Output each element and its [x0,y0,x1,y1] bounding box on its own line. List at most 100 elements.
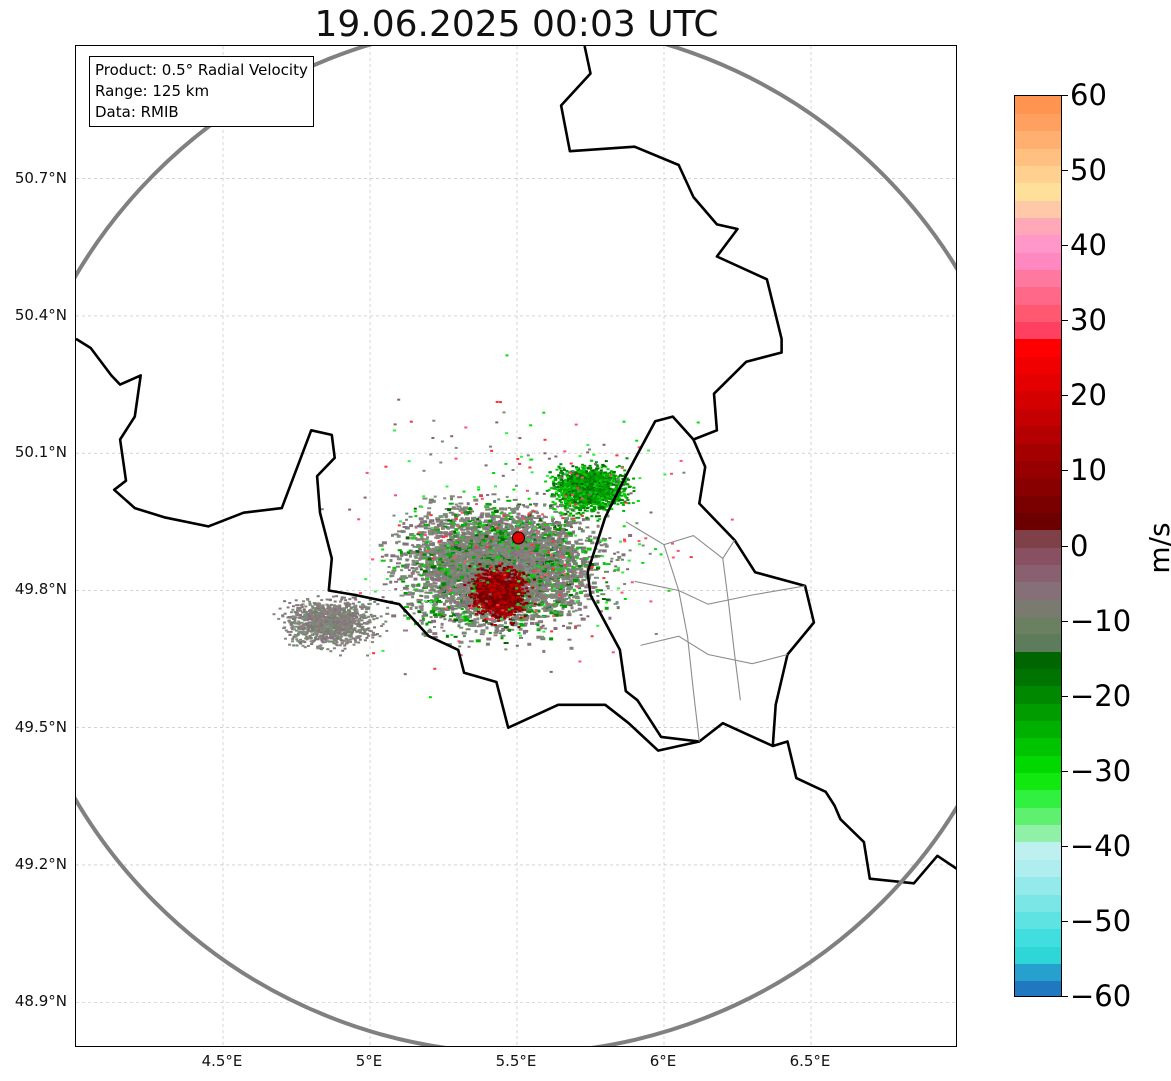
colorbar-segment [1015,685,1061,704]
colorbar-segment [1015,130,1061,149]
lat-tick-label: 48.9°N [14,992,67,1011]
lat-tick-label: 50.4°N [14,305,67,324]
colorbar-segment [1015,408,1061,427]
colorbar-segment [1015,772,1061,791]
colorbar-segment [1015,494,1061,513]
colorbar-segment [1015,217,1061,236]
colorbar-segment [1015,512,1061,531]
colorbar-segment [1015,633,1061,652]
colorbar-segment [1015,113,1061,132]
colorbar-tick-label: 0 [1070,528,1089,563]
colorbar-segment [1015,234,1061,253]
colorbar-segment [1015,911,1061,930]
colorbar-segment [1015,789,1061,808]
colorbar-tick-label: −60 [1070,979,1132,1013]
colorbar-segment [1015,529,1061,548]
lon-tick-label: 5°E [355,1052,383,1070]
colorbar-segment [1015,564,1061,583]
colorbar-tick [1062,170,1068,172]
colorbar-tick [1062,845,1068,847]
lon-tick-label: 6°E [649,1052,677,1070]
colorbar-tick [1062,395,1068,397]
colorbar-segment [1015,96,1061,114]
lon-tick-label: 4.5°E [201,1052,243,1070]
colorbar-segment [1015,148,1061,166]
colorbar-segment [1015,390,1061,409]
admin-boundary [663,544,700,742]
admin-boundary [640,635,788,665]
colorbar-tick-label: 60 [1070,78,1107,112]
colorbar [1014,95,1062,997]
border-france-belgium [76,337,956,885]
colorbar-segment [1015,373,1061,392]
admin-boundary [634,580,806,605]
info-legend: Product: 0.5° Radial Velocity Range: 125… [89,56,314,127]
colorbar-segment [1015,980,1061,996]
colorbar-tick [1062,996,1068,997]
colorbar-segment [1015,425,1061,444]
map-canvas [76,46,956,1046]
lat-tick-label: 49.2°N [14,854,67,873]
colorbar-segment [1015,616,1061,635]
colorbar-segment [1015,460,1061,479]
chart-title: 19.06.2025 00:03 UTC [314,4,719,45]
velocity-echoes [272,354,734,699]
colorbar-segment [1015,703,1061,722]
colorbar-segment [1015,963,1061,982]
colorbar-segment [1015,928,1061,947]
border-germany [559,46,816,747]
colorbar-segment [1015,720,1061,739]
colorbar-segment [1015,269,1061,288]
lat-tick-label: 50.7°N [14,168,67,187]
colorbar-tick [1062,245,1068,247]
admin-boundary [722,558,741,701]
colorbar-segment [1015,338,1061,357]
colorbar-tick [1062,470,1068,472]
colorbar-tick [1062,620,1068,622]
lon-tick-label: 5.5°E [495,1052,537,1070]
colorbar-segment [1015,945,1061,964]
colorbar-segment [1015,755,1061,774]
colorbar-tick-label: −40 [1070,828,1132,863]
colorbar-tick-label: 20 [1070,378,1107,413]
colorbar-tick [1062,770,1068,772]
source-label: Data: RMIB [95,103,179,121]
colorbar-tick [1062,545,1068,547]
border-luxembourg-belgium [586,415,700,743]
colorbar-tick-label: 30 [1070,303,1107,338]
colorbar-segment [1015,893,1061,912]
colorbar-segment [1015,807,1061,826]
colorbar-tick-label: 10 [1070,453,1107,488]
colorbar-segment [1015,252,1061,271]
colorbar-tick-label: −20 [1070,678,1132,713]
colorbar-tick-label: −30 [1070,753,1132,788]
colorbar-segment [1015,737,1061,756]
colorbar-segment [1015,442,1061,461]
colorbar-tick [1062,320,1068,322]
colorbar-segment [1015,200,1061,219]
colorbar-tick-label: 40 [1070,228,1107,263]
product-label: Product: 0.5° Radial Velocity [95,61,308,79]
colorbar-tick [1062,95,1068,96]
colorbar-segment [1015,876,1061,895]
colorbar-segment [1015,321,1061,340]
colorbar-segment [1015,286,1061,305]
colorbar-tick [1062,920,1068,922]
colorbar-segment [1015,304,1061,323]
colorbar-segment [1015,824,1061,843]
colorbar-tick [1062,695,1068,697]
colorbar-segment [1015,859,1061,878]
colorbar-segment [1015,356,1061,375]
lat-tick-label: 50.1°N [14,443,67,462]
radar-map[interactable] [75,45,957,1047]
radar-site-marker [511,531,525,545]
colorbar-segment [1015,581,1061,600]
lat-tick-label: 49.8°N [14,580,67,599]
colorbar-segment [1015,477,1061,496]
colorbar-segment [1015,651,1061,670]
colorbar-tick-label: 50 [1070,153,1107,188]
colorbar-segment [1015,841,1061,860]
colorbar-unit-label: m/s [1143,522,1171,574]
colorbar-tick-label: −50 [1070,903,1132,938]
lat-tick-label: 49.5°N [14,717,67,736]
